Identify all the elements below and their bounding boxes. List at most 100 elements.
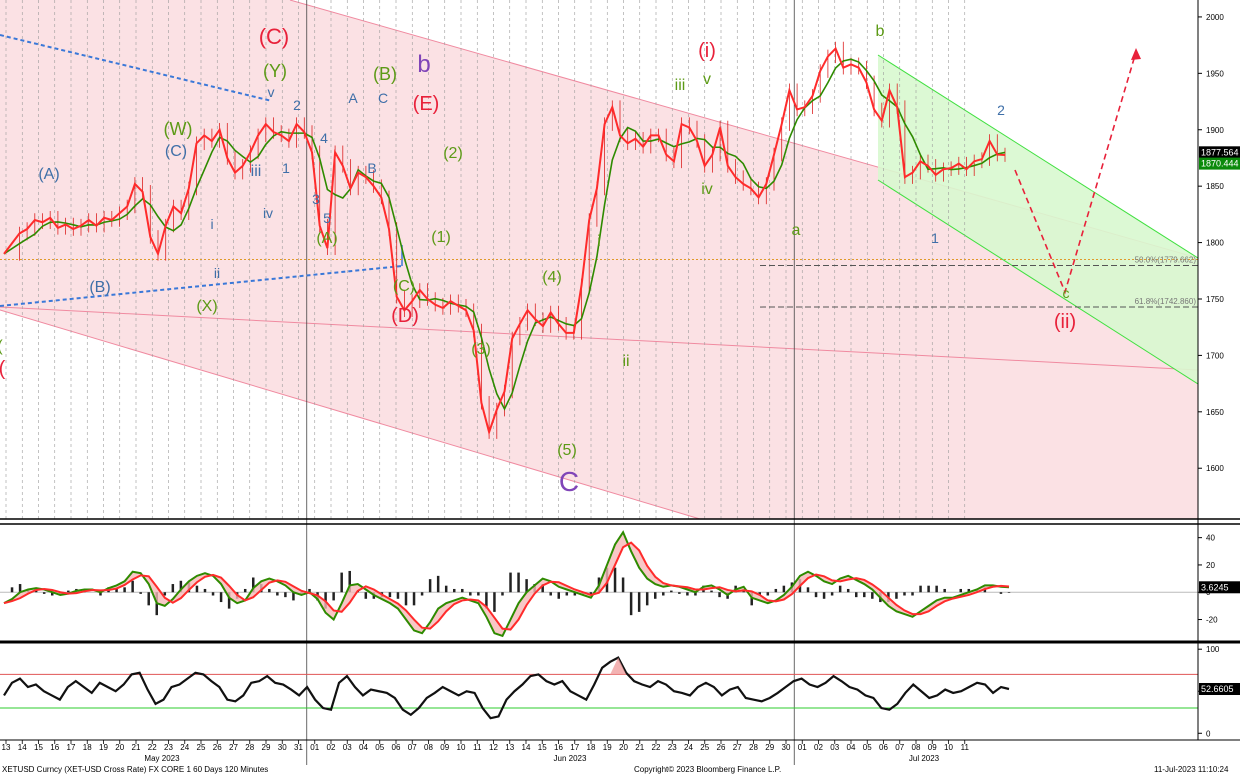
- wave-label: (: [0, 358, 6, 380]
- fib-level-label: 61.8%(1742.860): [1135, 297, 1197, 306]
- last-ma-flag-bg: [1199, 157, 1240, 170]
- date-axis-label: 20: [115, 743, 124, 752]
- wave-label: 3: [312, 191, 320, 207]
- date-axis-label: 02: [327, 743, 336, 752]
- wave-label: 5: [323, 210, 331, 226]
- triangle-lower-trendline: [0, 265, 403, 307]
- footer-copyright: Copyright© 2023 Bloomberg Finance L.P.: [634, 765, 782, 774]
- wave-label: (2): [443, 145, 463, 162]
- wave-label: (E): [413, 93, 440, 115]
- wave-label: (B): [89, 279, 110, 296]
- last-price-flag-bg: [1199, 146, 1240, 159]
- footer-timestamp: 11-Jul-2023 11:10:24: [1154, 765, 1229, 774]
- price-axis-label: 1950: [1206, 69, 1224, 78]
- rsi-axis-label: 100: [1206, 645, 1220, 654]
- date-axis-label: 20: [619, 743, 628, 752]
- date-axis-label: 29: [765, 743, 774, 752]
- wave-label: (Y): [263, 61, 287, 81]
- date-axis-label: 27: [733, 743, 742, 752]
- date-axis-label: 05: [863, 743, 872, 752]
- wave-label: C: [378, 90, 388, 106]
- date-axis-label: 30: [782, 743, 791, 752]
- wave-label: (W): [164, 119, 193, 139]
- wave-label: c: [1063, 285, 1070, 301]
- rsi-overbought-shade: [610, 657, 627, 675]
- wave-label: (A): [316, 230, 337, 247]
- date-axis-label: 02: [814, 743, 823, 752]
- date-axis-label: 10: [457, 743, 466, 752]
- date-axis-label: 23: [668, 743, 677, 752]
- date-axis-label: 22: [652, 743, 661, 752]
- date-axis-label: 04: [847, 743, 856, 752]
- date-axis-label: 13: [505, 743, 514, 752]
- last-rsi-flag: 52.6605: [1201, 684, 1234, 694]
- date-axis-label: 26: [717, 743, 726, 752]
- vertical-gridlines: [5, 0, 966, 519]
- wave-label: iv: [263, 205, 273, 221]
- date-axis-label: 23: [164, 743, 173, 752]
- date-axis-label: 30: [278, 743, 287, 752]
- wave-label: 1: [931, 230, 939, 246]
- wave-label: iii: [251, 163, 262, 180]
- projected-path-arrowhead: [1131, 48, 1141, 60]
- date-axis-label: 24: [180, 743, 189, 752]
- wave-label: v: [268, 84, 275, 100]
- wave-label: iv: [701, 181, 713, 198]
- date-axis-label: 03: [830, 743, 839, 752]
- price-axis: 1600 1650 1700 1750 1800 1850 1900 1950 2000: [1198, 13, 1224, 473]
- price-axis-label: 1650: [1206, 408, 1224, 417]
- date-axis-label: 27: [229, 743, 238, 752]
- corrective-channel: [878, 55, 1198, 384]
- date-axis-label: 18: [83, 743, 92, 752]
- month-label: Jul 2023: [909, 754, 940, 763]
- date-axis-label: 25: [197, 743, 206, 752]
- wave-label: a: [792, 222, 801, 239]
- fib-level-label: 50.0%(1779.662): [1135, 256, 1197, 265]
- date-axis-label: 19: [603, 743, 612, 752]
- bearish-channel-mid-line: [0, 306, 1199, 371]
- last-rsi-flag-bg: [1199, 683, 1240, 696]
- wave-label: B: [367, 160, 376, 176]
- wave-label: ii: [622, 353, 629, 370]
- wave-label: (i): [698, 40, 716, 62]
- price-axis-label: 1750: [1206, 295, 1224, 304]
- date-axis-label: 24: [684, 743, 693, 752]
- wave-label: A: [348, 90, 358, 106]
- wave-label: 1: [282, 160, 290, 176]
- date-axis-label: 15: [538, 743, 547, 752]
- wave-label: (D): [391, 305, 419, 327]
- date-axis-label: 08: [424, 743, 433, 752]
- last-macd-flag: 3.6245: [1201, 582, 1229, 592]
- date-axis-label: 08: [912, 743, 921, 752]
- date-axis-label: 21: [635, 743, 644, 752]
- wave-label: v: [703, 71, 711, 88]
- wave-label: iii: [675, 77, 686, 94]
- price-axis-label: 1850: [1206, 182, 1224, 191]
- date-axis-label: 22: [148, 743, 157, 752]
- last-ma-flag: 1870.444: [1201, 159, 1239, 169]
- macd-signal-line: [3, 541, 1010, 631]
- wave-label: (5): [557, 442, 577, 459]
- date-axis: 13 14 15 16 17 18 19 20 21 22 23 24 25 26 27 28 29 30 31 01…: [2, 740, 969, 752]
- date-axis-label: 17: [570, 743, 579, 752]
- macd-histogram: [10, 567, 1011, 616]
- wave-label: (C): [259, 24, 290, 49]
- price-axis-label: 1700: [1206, 351, 1224, 360]
- wave-label: (B): [373, 64, 397, 84]
- date-axis-label: 06: [879, 743, 888, 752]
- date-axis-label: 01: [798, 743, 807, 752]
- month-label: Jun 2023: [554, 754, 587, 763]
- date-axis-label: 06: [392, 743, 401, 752]
- wave-label: ii: [214, 265, 220, 281]
- date-axis-label: 12: [489, 743, 498, 752]
- date-axis-label: 09: [440, 743, 449, 752]
- date-axis-label: 21: [132, 743, 141, 752]
- wave-label: (C): [393, 278, 415, 295]
- bearish-channel-upper-band: [0, 0, 1198, 370]
- date-axis-label: 10: [944, 743, 953, 752]
- wave-label: (3): [471, 341, 491, 358]
- date-axis-label: 13: [2, 743, 11, 752]
- wave-label: b: [417, 51, 430, 78]
